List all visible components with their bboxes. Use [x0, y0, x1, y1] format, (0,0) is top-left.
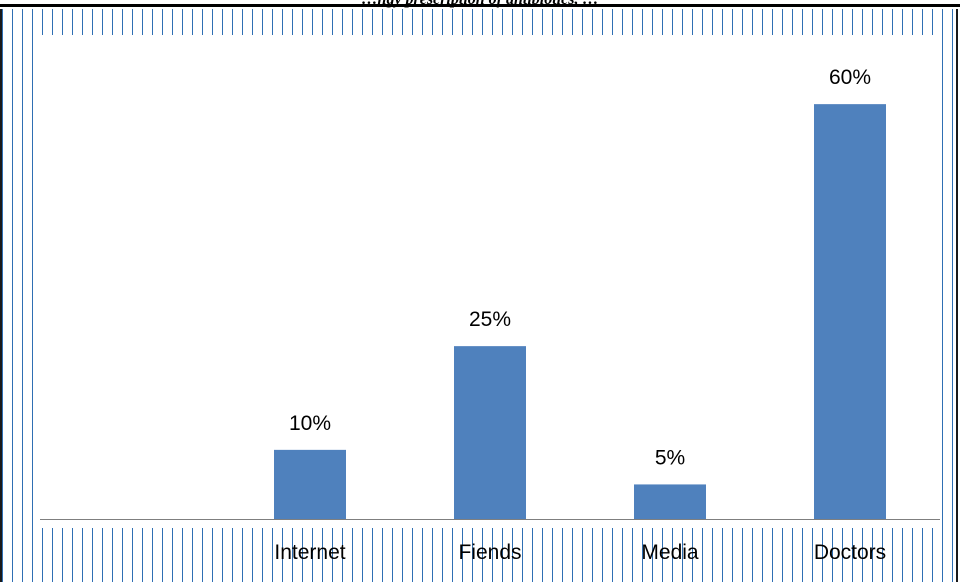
- bar-internet: [274, 449, 346, 519]
- truncated-title: …ngy prescription of antibiotics, …: [0, 0, 960, 9]
- data-label-fiends: 25%: [469, 308, 511, 331]
- data-label-doctors: 60%: [829, 66, 871, 89]
- header-rule: [0, 4, 960, 7]
- data-label-internet: 10%: [289, 412, 331, 435]
- bar-fiends: [454, 346, 526, 519]
- x-tick-label-media: Media: [641, 541, 699, 564]
- header-strip: …ngy prescription of antibiotics, …: [0, 0, 960, 9]
- bar-chart: 10% Internet 25% Fiends 5% Media 60% Doctors: [40, 66, 940, 564]
- bar-doctors: [814, 104, 886, 520]
- data-label-media: 5%: [655, 446, 685, 469]
- x-tick-label-doctors: Doctors: [814, 541, 886, 564]
- x-tick-label-fiends: Fiends: [458, 541, 521, 564]
- bar-media: [634, 484, 706, 519]
- x-tick-label-internet: Internet: [274, 541, 345, 564]
- chart-frame: 10% Internet 25% Fiends 5% Media 60% Doctors: [0, 9, 958, 582]
